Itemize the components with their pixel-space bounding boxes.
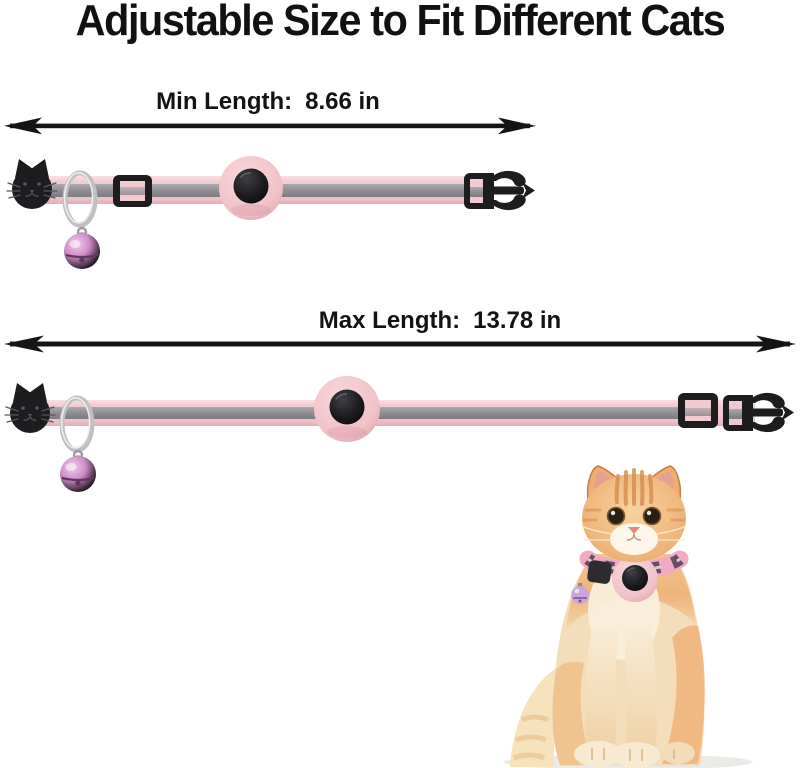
airtag-holder (314, 376, 380, 442)
max-length-value: 13.78 in (473, 307, 562, 334)
min-length-value: 8.66 in (305, 88, 380, 115)
split-ring-icon (62, 170, 98, 228)
collar-min-size (6, 156, 535, 269)
cat-nose (628, 527, 640, 534)
slider-buckle (678, 393, 718, 428)
min-length-caption: Min Length: 8.66 in (0, 88, 536, 116)
airtag (329, 389, 365, 425)
airtag-holder (219, 156, 283, 220)
max-length-label: Max Length: (318, 307, 461, 334)
bell-icon (64, 226, 100, 269)
min-length-label: Min Length: (156, 88, 293, 115)
bell-icon (60, 449, 96, 492)
collar-strap (36, 400, 755, 426)
collar-max-size (4, 376, 794, 492)
cat-photo (503, 465, 753, 768)
breakaway-clasp (723, 392, 794, 433)
breakaway-clasp (464, 170, 535, 211)
max-length-caption: Max Length: 13.78 in (80, 307, 800, 335)
max-length-arrow (4, 335, 796, 353)
min-length-arrow (4, 117, 536, 135)
cat-front-legs (574, 626, 695, 768)
airtag (233, 168, 269, 204)
cat-head-buckle-icon (6, 159, 58, 209)
cat-bell-icon (571, 583, 589, 604)
forehead-stripes (614, 468, 654, 506)
page-title: Adjustable Size to Fit Different Cats (75, 0, 726, 45)
whiskers (581, 525, 687, 541)
cat-head (581, 465, 687, 562)
cat-airtag-holder (612, 556, 658, 602)
cat-airtag (622, 565, 648, 591)
cat-head-buckle-icon (4, 383, 56, 433)
cat-muzzle (610, 523, 658, 555)
slider-buckle (113, 175, 152, 207)
collar-side-buckle (587, 560, 612, 584)
